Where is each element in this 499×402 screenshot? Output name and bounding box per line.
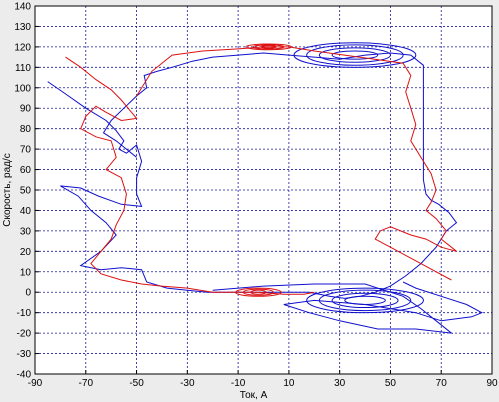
series-2-oscillation-loop: [250, 289, 267, 295]
series-1-oscillation-loop: [306, 44, 404, 66]
y-tick-label: 80: [20, 124, 32, 135]
x-tick-label: 70: [436, 378, 448, 389]
x-tick-label: -70: [79, 378, 94, 389]
series-2-trajectory-segment: [136, 46, 457, 281]
series-2-trajectory: [65, 56, 315, 295]
series-1-trajectory: [47, 52, 458, 299]
x-tick-label: -90: [28, 378, 43, 389]
y-tick-label: 110: [15, 63, 31, 74]
series-1-oscillation-loop: [331, 292, 399, 309]
y-tick-label: -40: [17, 370, 32, 381]
series-1-oscillation-loop: [331, 50, 379, 60]
y-tick-label: 30: [20, 226, 32, 237]
y-tick-label: 100: [14, 83, 31, 94]
y-tick-label: 0: [25, 288, 31, 299]
y-tick-label: 130: [14, 22, 31, 33]
series-group: [47, 42, 483, 334]
series-1-oscillation-loop: [293, 42, 417, 68]
series-2-oscillation-loop: [245, 43, 292, 51]
y-tick-label: 70: [20, 145, 32, 156]
series-2-oscillation-loop: [242, 288, 275, 296]
series-1-oscillation-loop: [318, 289, 412, 312]
series-1-oscillation-loop: [344, 295, 386, 305]
y-axis-label: Скорость, рад/с: [2, 153, 13, 226]
y-tick-label: -10: [17, 308, 32, 319]
series-2-oscillation-loop: [252, 44, 285, 50]
x-tick-label: 30: [334, 378, 346, 389]
x-tick-label: 50: [385, 378, 397, 389]
y-tick-label: 60: [20, 165, 32, 176]
y-tick-label: 90: [20, 104, 32, 115]
y-tick-label: -30: [17, 349, 32, 360]
y-tick-label: 50: [20, 186, 32, 197]
y-tick-label: -20: [17, 329, 32, 340]
x-tick-label: 10: [283, 378, 295, 389]
y-tick-label: 40: [20, 206, 32, 217]
tick-labels: -90 -70 -50 -30 -10 10 30 50 70 90 -40 -30 -20 -10 0 10…: [14, 2, 498, 390]
y-tick-label: 20: [20, 247, 32, 258]
series-1-oscillation-loop: [306, 287, 424, 314]
series-1-oscillation-loop: [318, 47, 391, 63]
series-2-oscillation-loop: [235, 287, 282, 297]
y-tick-label: 120: [14, 42, 31, 53]
x-axis-label: Ток, А: [240, 390, 268, 401]
x-tick-label: -50: [129, 378, 144, 389]
x-tick-label: -10: [231, 378, 246, 389]
x-tick-label: -30: [180, 378, 195, 389]
y-tick-label: 140: [14, 2, 31, 13]
series-2-oscillation-loop: [260, 45, 277, 49]
y-tick-label: 10: [20, 267, 32, 278]
x-tick-label: 90: [486, 378, 498, 389]
